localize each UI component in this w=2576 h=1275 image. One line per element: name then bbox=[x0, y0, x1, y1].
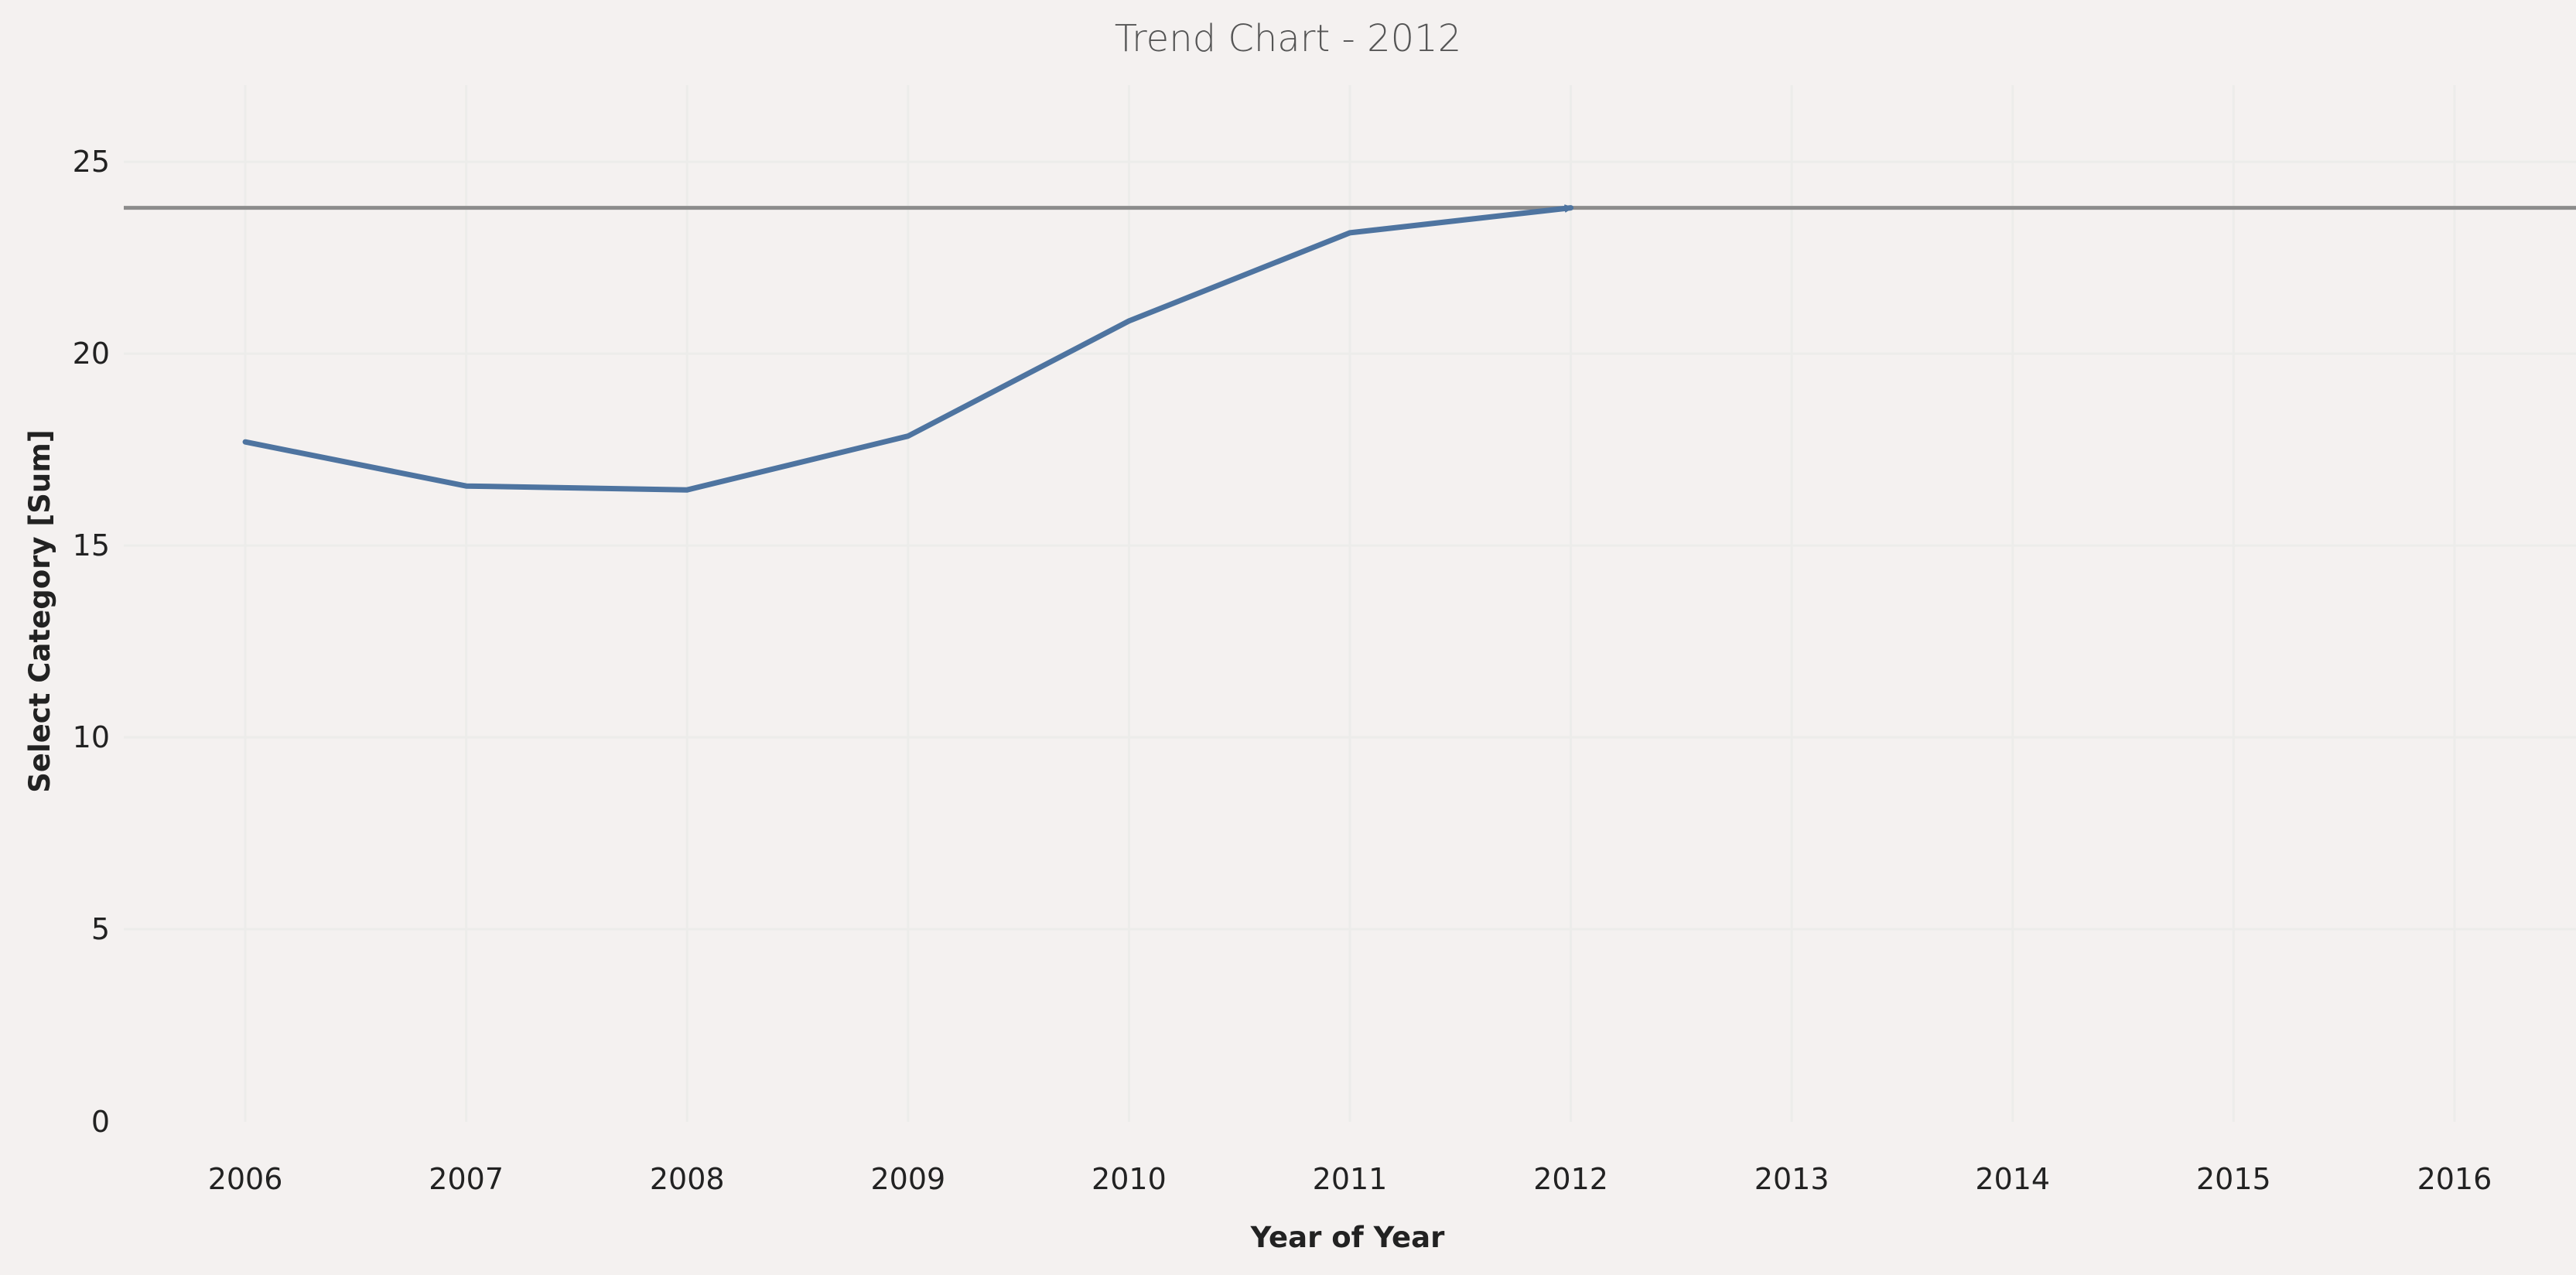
chart-title: Trend Chart - 2012 bbox=[1115, 17, 1462, 60]
data-point bbox=[465, 485, 467, 487]
series-group bbox=[242, 207, 1574, 493]
data-point bbox=[907, 435, 909, 437]
data-point bbox=[1349, 231, 1351, 234]
y-tick-label: 5 bbox=[91, 912, 110, 946]
x-tick-label: 2016 bbox=[2417, 1162, 2492, 1196]
y-tick-label: 15 bbox=[73, 528, 110, 562]
data-point bbox=[1128, 320, 1130, 322]
y-axis-ticks: 0 5 10 15 20 25 bbox=[73, 145, 110, 1139]
y-tick-label: 20 bbox=[73, 337, 110, 371]
data-point bbox=[686, 489, 688, 491]
x-tick-label: 2007 bbox=[429, 1162, 504, 1196]
x-tick-label: 2012 bbox=[1533, 1162, 1608, 1196]
y-tick-label: 0 bbox=[91, 1105, 110, 1139]
y-tick-label: 10 bbox=[73, 720, 110, 754]
y-tick-label: 25 bbox=[73, 145, 110, 179]
x-tick-label: 2011 bbox=[1313, 1162, 1388, 1196]
x-tick-label: 2015 bbox=[2196, 1162, 2271, 1196]
x-axis-ticks: 2006 2007 2008 2009 2010 2011 2012 2013 2014 2015… bbox=[208, 1162, 2492, 1196]
x-axis-label: Year of Year bbox=[1250, 1221, 1445, 1254]
x-tick-label: 2009 bbox=[870, 1162, 945, 1196]
x-tick-label: 2013 bbox=[1754, 1162, 1830, 1196]
y-axis-label: Select Category [Sum] bbox=[23, 429, 56, 792]
data-point bbox=[244, 441, 247, 443]
data-point bbox=[1570, 207, 1572, 209]
x-tick-label: 2010 bbox=[1092, 1162, 1167, 1196]
x-tick-label: 2006 bbox=[208, 1162, 283, 1196]
gridlines bbox=[124, 85, 2576, 1122]
x-tick-label: 2014 bbox=[1975, 1162, 2050, 1196]
x-tick-label: 2008 bbox=[650, 1162, 725, 1196]
series-line bbox=[242, 208, 1574, 493]
